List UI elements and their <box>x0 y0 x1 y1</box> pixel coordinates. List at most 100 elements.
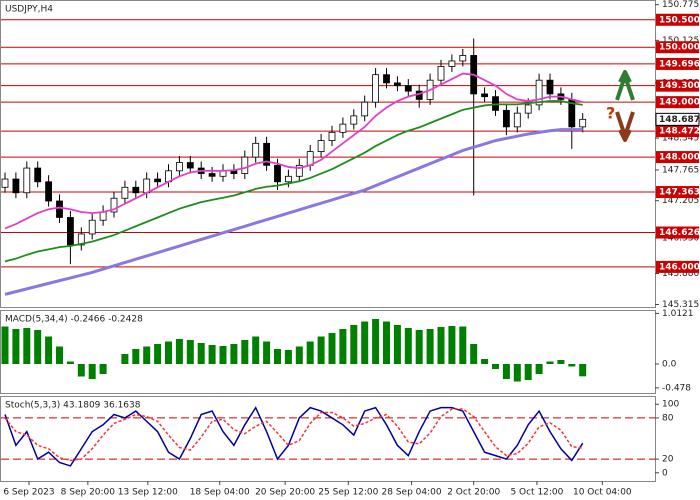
level-box <box>656 79 699 92</box>
up-arrow <box>615 70 635 101</box>
macd-bar <box>45 336 53 364</box>
macd-bar <box>513 364 521 382</box>
macd-bar <box>350 325 358 364</box>
candle-body <box>404 85 412 92</box>
candle-body <box>121 186 129 199</box>
candle-body <box>284 175 292 183</box>
x-tick-label: 10 Oct 04:00 <box>573 488 632 498</box>
macd-bar <box>535 364 543 374</box>
macd-bar <box>132 349 140 364</box>
candle-body <box>339 123 347 133</box>
macd-bar <box>317 336 325 364</box>
candle-body <box>88 219 96 235</box>
candle-body <box>241 156 249 174</box>
macd-bar <box>219 346 227 364</box>
macd-bar <box>481 359 489 364</box>
level-box <box>656 151 699 164</box>
y-tick-label: 100 <box>662 400 679 410</box>
macd-bar <box>1 326 9 364</box>
level-box <box>656 125 699 138</box>
y-tick-label: 145.315 <box>662 300 699 310</box>
level-label: 150.000 <box>659 43 700 53</box>
macd-bar <box>546 361 554 364</box>
macd-bar <box>579 364 587 377</box>
macd-bar <box>56 346 63 364</box>
x-tick-label: 2 Oct 20:00 <box>447 488 500 498</box>
macd-bar <box>568 364 576 367</box>
panel-title: MACD(5,34,4) -0.2466 -0.2428 <box>5 315 143 325</box>
series-line <box>4 72 583 230</box>
question-mark: ? <box>606 104 615 123</box>
level-box <box>656 186 699 199</box>
candle-body <box>1 178 9 188</box>
level-box <box>656 96 699 109</box>
candle-body <box>328 131 336 141</box>
candle-body <box>535 79 543 106</box>
level-box <box>656 41 699 54</box>
macd-bar <box>23 328 31 364</box>
macd-bar <box>252 336 260 364</box>
candle-body <box>372 74 380 103</box>
macd-bar <box>66 361 74 364</box>
level-label: 146.000 <box>659 262 700 272</box>
y-tick-label: 150.775 <box>662 0 699 10</box>
y-tick-label: 0.0 <box>662 360 677 370</box>
macd-bar <box>470 344 478 364</box>
level-label: 149.000 <box>659 98 700 108</box>
macd-bar <box>121 354 129 364</box>
macd-bar <box>295 346 303 364</box>
candle-body <box>110 197 118 213</box>
series-line <box>4 406 584 467</box>
x-tick-label: 8 Sep 20:00 <box>61 488 116 498</box>
candle-body <box>481 93 489 98</box>
level-label: 150.500 <box>659 15 700 25</box>
macd-bar <box>99 364 107 374</box>
macd-bar <box>306 341 314 364</box>
macd-bar <box>448 326 456 364</box>
panel-title: USDJPY,H4 <box>5 5 53 15</box>
x-tick-label: 6 Sep 2023 <box>3 488 54 498</box>
y-tick-label: 147.765 <box>662 165 699 175</box>
level-label: 148.472 <box>659 127 700 137</box>
candle-body <box>317 140 325 152</box>
macd-bar <box>175 339 183 364</box>
candle-body <box>132 186 140 194</box>
x-tick-label: 5 Oct 12:00 <box>510 488 563 498</box>
x-tick-label: 20 Sep 20:00 <box>255 488 315 498</box>
macd-bar <box>274 349 281 364</box>
candle-body <box>383 74 390 84</box>
level-label: 149.300 <box>659 81 700 91</box>
price-panel <box>0 0 656 308</box>
candle-body <box>252 142 260 158</box>
level-box <box>656 226 699 239</box>
macd-bar <box>502 364 510 379</box>
stoch-panel <box>0 396 656 482</box>
macd-bar <box>241 340 249 364</box>
candle-body <box>546 79 554 95</box>
macd-bar <box>230 344 238 364</box>
y-tick-label: 150.125 <box>662 36 699 46</box>
candle-body <box>393 82 401 87</box>
candle-body <box>23 167 31 194</box>
macd-bar <box>34 330 42 364</box>
series-line <box>4 100 583 263</box>
candle-body <box>513 112 521 128</box>
macd-bar <box>492 364 499 369</box>
macd-bar <box>88 364 96 379</box>
candle-body <box>502 109 510 128</box>
macd-bar <box>328 333 336 364</box>
macd-bar <box>426 329 434 364</box>
level-label: 146.626 <box>659 228 700 238</box>
candle-body <box>579 118 587 128</box>
candle-body <box>437 66 445 81</box>
candle-body <box>45 181 52 202</box>
y-tick-label: 80 <box>662 413 674 423</box>
macd-bar <box>372 319 380 364</box>
macd-bar <box>383 321 390 364</box>
macd-bar <box>165 341 172 364</box>
x-tick-label: 18 Sep 04:00 <box>190 488 250 498</box>
candle-body <box>67 217 74 246</box>
